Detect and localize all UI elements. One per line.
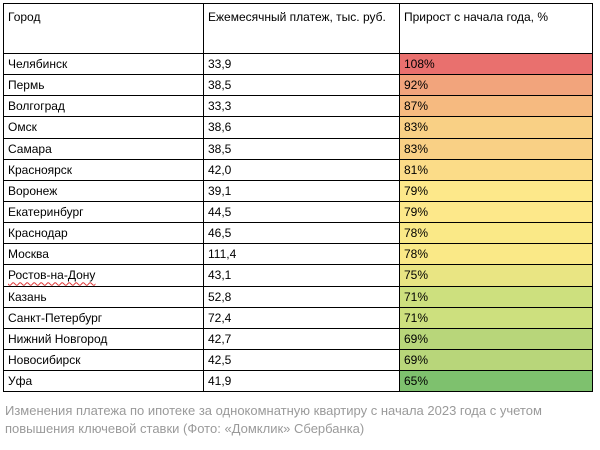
payment-cell: 38,5 — [203, 74, 400, 97]
growth-cell: 69% — [399, 327, 593, 350]
city-cell: Омск — [3, 116, 204, 139]
growth-cell: 78% — [399, 243, 593, 266]
payment-cell: 33,3 — [203, 95, 400, 118]
growth-cell: 79% — [399, 200, 593, 224]
payment-cell: 44,5 — [203, 200, 400, 224]
city-cell: Нижний Новгород — [3, 327, 204, 350]
table-row: Москва 111,4 78% — [3, 243, 593, 266]
growth-cell: 92% — [399, 74, 593, 97]
mortgage-table-container: Город Ежемесячный платеж, тыс. руб. Прир… — [3, 3, 593, 393]
growth-cell: 83% — [399, 116, 593, 139]
table-row: Красноярск 42,0 81% — [3, 158, 593, 181]
table-row: Ростов-на-Дону 43,1 75% — [3, 264, 593, 287]
header-payment: Ежемесячный платеж, тыс. руб. — [203, 3, 400, 54]
city-label: Челябинск — [8, 57, 68, 71]
growth-cell: 108% — [399, 52, 593, 76]
growth-cell: 83% — [399, 137, 593, 160]
city-label: Красноярск — [8, 162, 73, 177]
city-cell: Челябинск — [3, 52, 204, 76]
payment-cell: 46,5 — [203, 222, 400, 245]
city-cell: Волгоград — [3, 95, 204, 118]
table-row: Воронеж 39,1 79% — [3, 179, 593, 202]
city-label: Пермь — [8, 78, 45, 93]
table-row: Краснодар 46,5 78% — [3, 222, 593, 245]
city-label: Волгоград — [8, 99, 65, 114]
city-cell: Пермь — [3, 74, 204, 97]
table-row: Челябинск 33,9 108% — [3, 52, 593, 76]
table-row: Казань 52,8 71% — [3, 285, 593, 308]
city-cell: Краснодар — [3, 222, 204, 245]
payment-cell: 33,9 — [203, 52, 400, 76]
city-cell: Ростов-на-Дону — [3, 264, 204, 287]
payment-cell: 38,5 — [203, 137, 400, 160]
city-label: Воронеж — [8, 183, 58, 198]
growth-cell: 78% — [399, 222, 593, 245]
growth-cell: 81% — [399, 158, 593, 181]
payment-cell: 42,7 — [203, 327, 400, 350]
city-label: Москва — [8, 247, 49, 262]
growth-cell: 71% — [399, 285, 593, 308]
mortgage-payment-table: Город Ежемесячный платеж, тыс. руб. Прир… — [3, 3, 593, 393]
growth-cell: 75% — [399, 264, 593, 287]
table-header-row: Город Ежемесячный платеж, тыс. руб. Прир… — [3, 3, 593, 54]
table-row: Омск 38,6 83% — [3, 116, 593, 139]
city-label: Нижний Новгород — [8, 331, 108, 346]
payment-cell: 111,4 — [203, 243, 400, 266]
table-row: Санкт-Петербург 72,4 71% — [3, 306, 593, 329]
growth-cell: 69% — [399, 348, 593, 372]
city-label: Новосибирск — [8, 352, 81, 367]
city-label: Казань — [8, 289, 47, 304]
city-label: Уфа — [8, 374, 33, 389]
table-row: Новосибирск 42,5 69% — [3, 348, 593, 372]
payment-cell: 42,5 — [203, 348, 400, 372]
payment-cell: 72,4 — [203, 306, 400, 329]
city-label: Краснодар — [8, 226, 68, 241]
city-cell: Воронеж — [3, 179, 204, 202]
city-cell: Казань — [3, 285, 204, 308]
city-label: Санкт-Петербург — [8, 310, 103, 325]
city-label: Омск — [8, 120, 37, 135]
header-growth: Прирост с начала года, % — [399, 3, 593, 54]
city-cell: Москва — [3, 243, 204, 266]
table-row: Нижний Новгород 42,7 69% — [3, 327, 593, 350]
city-label: Ростов-на-Дону — [8, 268, 96, 283]
payment-cell: 52,8 — [203, 285, 400, 308]
header-city: Город — [3, 3, 204, 54]
table-row: Волгоград 33,3 87% — [3, 95, 593, 118]
city-cell: Самара — [3, 137, 204, 160]
city-cell: Екатеринбург — [3, 200, 204, 224]
city-cell: Уфа — [3, 370, 204, 393]
growth-cell: 87% — [399, 95, 593, 118]
table-row: Екатеринбург 44,5 79% — [3, 200, 593, 224]
table-row: Самара 38,5 83% — [3, 137, 593, 160]
city-cell: Санкт-Петербург — [3, 306, 204, 329]
payment-cell: 41,9 — [203, 370, 400, 393]
payment-cell: 38,6 — [203, 116, 400, 139]
city-label: Самара — [8, 141, 52, 156]
growth-cell: 71% — [399, 306, 593, 329]
city-label: Екатеринбург — [8, 204, 84, 219]
payment-cell: 42,0 — [203, 158, 400, 181]
payment-cell: 43,1 — [203, 264, 400, 287]
city-cell: Новосибирск — [3, 348, 204, 372]
growth-cell: 79% — [399, 179, 593, 202]
payment-cell: 39,1 — [203, 179, 400, 202]
growth-cell: 65% — [399, 370, 593, 393]
city-cell: Красноярск — [3, 158, 204, 181]
table-row: Уфа 41,9 65% — [3, 370, 593, 393]
table-row: Пермь 38,5 92% — [3, 74, 593, 97]
image-caption: Изменения платежа по ипотеке за однокомн… — [5, 403, 542, 436]
